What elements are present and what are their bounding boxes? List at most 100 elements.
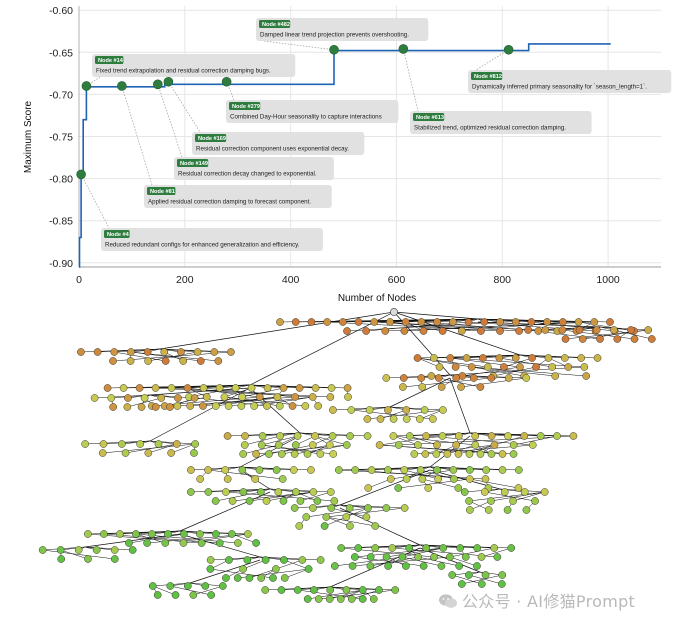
tree-node bbox=[382, 504, 391, 512]
tree-node bbox=[483, 363, 492, 371]
tree-node bbox=[422, 432, 430, 440]
tree-node bbox=[296, 497, 305, 505]
tree-node bbox=[593, 354, 602, 362]
tree-node bbox=[322, 513, 331, 521]
tree-node bbox=[119, 384, 128, 392]
tree-node bbox=[375, 586, 383, 594]
tree-edge bbox=[125, 443, 177, 454]
y-axis-label: Maximum Score bbox=[23, 100, 34, 173]
tree-node bbox=[251, 475, 260, 483]
tree-edge bbox=[599, 326, 649, 331]
tree-node bbox=[342, 441, 351, 449]
tree-node bbox=[528, 441, 537, 449]
tree-edge bbox=[190, 466, 241, 471]
tree-edge bbox=[340, 589, 363, 600]
tree-edge bbox=[210, 556, 261, 561]
tree-edge bbox=[243, 488, 271, 493]
node-tag bbox=[195, 134, 227, 142]
tree-node bbox=[273, 393, 282, 401]
tree-node bbox=[154, 440, 163, 448]
tree-node bbox=[479, 354, 487, 362]
tree-node bbox=[454, 432, 463, 440]
tree-node bbox=[276, 318, 284, 326]
tree-node bbox=[487, 374, 496, 382]
tree-node bbox=[400, 504, 409, 512]
tree-edge bbox=[398, 478, 470, 489]
tree-node bbox=[398, 553, 407, 561]
tree-node bbox=[224, 402, 233, 410]
tree-node bbox=[498, 466, 507, 474]
tree-node bbox=[389, 415, 398, 423]
tree-node bbox=[548, 363, 556, 371]
tree-node bbox=[337, 544, 346, 552]
tree-node bbox=[544, 354, 553, 362]
tree-node bbox=[199, 402, 207, 410]
tree-edge bbox=[244, 435, 281, 446]
tree-edge bbox=[84, 533, 181, 548]
tree-node bbox=[498, 571, 507, 579]
tree-node bbox=[265, 450, 273, 458]
annotation-background bbox=[92, 54, 296, 77]
tree-node bbox=[326, 393, 335, 401]
tree-node bbox=[238, 393, 246, 401]
tree-node bbox=[534, 327, 543, 335]
tree-node bbox=[238, 466, 247, 474]
tree-node bbox=[560, 354, 569, 362]
tree-edge bbox=[471, 366, 525, 377]
tree-node bbox=[290, 450, 299, 458]
tree-node bbox=[541, 326, 550, 334]
score-marker bbox=[153, 79, 163, 90]
node-tag bbox=[229, 102, 261, 110]
tree-node bbox=[351, 466, 360, 474]
annotation-background bbox=[174, 157, 334, 180]
tree-node bbox=[386, 475, 395, 483]
tree-node bbox=[528, 354, 536, 362]
tree-edge bbox=[203, 384, 251, 389]
tree-node bbox=[465, 571, 473, 579]
tree-node bbox=[487, 497, 495, 505]
tree-edge bbox=[324, 516, 347, 527]
tree-node bbox=[500, 488, 509, 496]
tree-node bbox=[276, 432, 284, 440]
tree-node bbox=[173, 402, 182, 410]
tree-node bbox=[314, 595, 323, 603]
score-marker bbox=[329, 44, 339, 55]
tree-edge bbox=[402, 556, 442, 567]
tree-edge bbox=[306, 507, 369, 518]
tree-node bbox=[291, 318, 300, 326]
tree-node bbox=[418, 383, 427, 391]
tree-node bbox=[382, 374, 391, 382]
tree-node bbox=[256, 488, 265, 496]
tree-edge bbox=[346, 321, 501, 332]
node-tag-label: Node #81 bbox=[150, 189, 175, 195]
node-tag-label: Node #14 bbox=[98, 58, 124, 64]
tree-node bbox=[509, 441, 518, 449]
tree-node bbox=[473, 544, 482, 552]
tree-node bbox=[481, 475, 490, 483]
tree-node bbox=[449, 466, 458, 474]
tree-node bbox=[277, 586, 286, 594]
tree-node bbox=[399, 383, 407, 391]
tree-node bbox=[330, 562, 339, 570]
tree-edge bbox=[326, 507, 405, 518]
tree-edge bbox=[368, 478, 391, 489]
tree-node bbox=[290, 504, 299, 512]
tree-node bbox=[496, 327, 504, 335]
tree-node bbox=[627, 326, 635, 334]
tree-node bbox=[511, 354, 520, 362]
node-tag-label: Node #4 bbox=[107, 232, 130, 238]
tree-node bbox=[304, 565, 313, 573]
tree-node bbox=[454, 484, 463, 492]
tree-edge bbox=[393, 311, 479, 320]
tree-edge bbox=[389, 406, 443, 411]
tree-node bbox=[136, 440, 145, 448]
tree-root-node bbox=[390, 308, 398, 316]
tree-edge bbox=[438, 377, 481, 388]
tree-node bbox=[452, 374, 461, 382]
tree-node bbox=[465, 475, 474, 483]
tree-edge bbox=[447, 444, 476, 455]
tree-node bbox=[190, 449, 198, 457]
tree-node bbox=[247, 384, 256, 392]
tree-node bbox=[465, 450, 474, 458]
